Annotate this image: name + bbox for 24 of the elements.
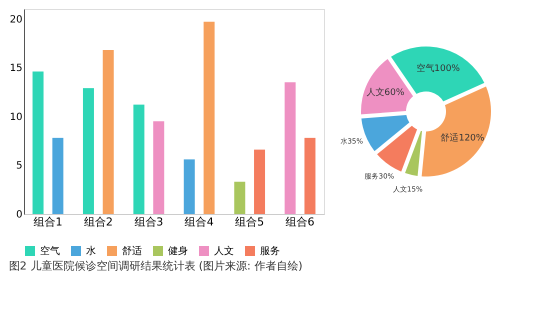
- x-tick-label: 组合6: [286, 216, 315, 228]
- legend-label: 服务: [260, 245, 280, 257]
- y-tick-label: 0: [16, 210, 22, 220]
- y-tick-label: 20: [10, 14, 22, 26]
- donut-slice: [361, 115, 410, 152]
- slice-label: 人文60%: [366, 87, 405, 98]
- legend-label: 健身: [168, 245, 188, 257]
- x-tick-label: 组合3: [134, 216, 164, 228]
- y-tick-label: 15: [10, 63, 22, 74]
- donut-slice: [361, 59, 414, 114]
- x-tick-label: 组合4: [184, 216, 214, 228]
- legend-label: 水: [86, 245, 96, 257]
- legend-label: 空气: [40, 245, 60, 257]
- caption: 图2 儿童医院候诊空间调研结果统计表 (图片来源: 作者自绘): [8, 260, 303, 272]
- donut-slice: [377, 126, 418, 172]
- x-tick-label: 组合1: [33, 216, 62, 228]
- slice-label: 空气100%: [416, 63, 460, 74]
- y-tick-label: 10: [10, 112, 22, 123]
- legend-label: 人文: [214, 245, 234, 257]
- x-tick-label: 组合2: [84, 216, 113, 228]
- y-tick-label: 5: [16, 160, 22, 172]
- legend-label: 舒适: [122, 245, 142, 257]
- x-tick-label: 组合5: [235, 216, 264, 228]
- slice-label: 舒适120%: [440, 132, 485, 144]
